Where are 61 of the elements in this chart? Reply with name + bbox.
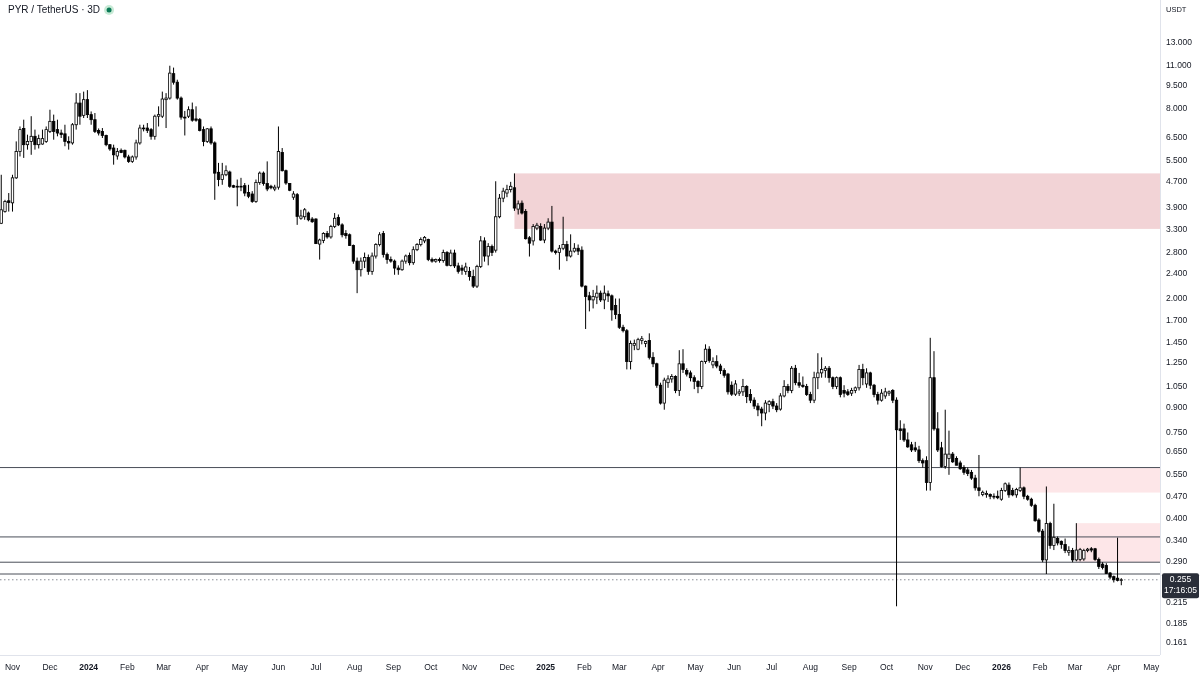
x-tick-label: Dec: [955, 662, 972, 673]
y-tick-label: 0.290: [1166, 556, 1188, 567]
x-tick-label: 2026: [991, 662, 1012, 673]
text: 17:16:05: [1163, 585, 1198, 596]
x-tick-label: 2025: [536, 662, 556, 673]
y-tick-label: 1.450: [1166, 336, 1188, 347]
y-tick-label: 9.500: [1166, 80, 1188, 90]
y-tick-label: 5.500: [1166, 154, 1188, 165]
y-tick-label: 1.700: [1166, 314, 1188, 325]
x-tick-label: Jun: [727, 662, 742, 673]
x-tick-label: Apr: [195, 662, 210, 673]
y-tick-label: 2.400: [1166, 267, 1188, 278]
y-tick-label: 0.750: [1166, 426, 1188, 437]
x-tick-label: 2024: [79, 662, 99, 673]
y-tick-label: 0.161: [1166, 636, 1188, 647]
x-tick-label: Apr: [651, 662, 665, 673]
x-tick-label: Nov: [461, 662, 478, 673]
y-tick-label: 8.000: [1166, 103, 1188, 114]
x-tick-label: Aug: [347, 662, 363, 673]
x-tick-label: Oct: [424, 662, 439, 673]
x-tick-label: Sep: [841, 662, 857, 673]
y-tick-label: 0.470: [1166, 490, 1188, 501]
y-tick-label: 3.900: [1166, 201, 1188, 212]
x-tick-label: May: [231, 662, 249, 673]
x-tick-label: Feb: [120, 662, 135, 673]
y-tick-label: 1.250: [1166, 356, 1188, 367]
y-tick-label: 0.185: [1166, 617, 1188, 628]
x-tick-label: Jun: [271, 662, 286, 673]
y-tick-label: 13.000: [1166, 37, 1193, 48]
x-tick-label: Nov: [4, 662, 21, 673]
x-tick-label: Mar: [1067, 662, 1083, 673]
x-tick-label: Aug: [802, 662, 819, 673]
x-tick-label: Dec: [499, 662, 516, 673]
y-tick-label: 6.500: [1166, 131, 1188, 142]
y-tick-label: 0.400: [1166, 512, 1188, 523]
y-tick-label: 0.340: [1166, 534, 1188, 545]
x-tick-label: Apr: [1107, 662, 1121, 673]
y-tick-label: 0.215: [1166, 597, 1188, 608]
ref-line-label: 0.255: [1169, 574, 1192, 585]
x-tick-label: Jul: [310, 662, 322, 673]
chart-title: PYR / TetherUS · 3D: [8, 3, 101, 15]
x-tick-label: Mar: [156, 662, 172, 673]
x-tick-label: Mar: [612, 662, 627, 673]
y-tick-label: 3.300: [1166, 224, 1188, 235]
y-tick-label: 0.650: [1166, 446, 1188, 457]
y-tick-label: 2.000: [1166, 292, 1188, 303]
x-tick-label: Dec: [42, 662, 59, 673]
y-tick-label: 0.550: [1166, 469, 1188, 480]
y-tick-label: 0.900: [1166, 401, 1188, 412]
x-tick-label: Feb: [1032, 662, 1048, 673]
y-tick-label: 2.800: [1166, 246, 1188, 257]
x-tick-label: May: [687, 662, 705, 673]
x-tick-label: May: [1143, 662, 1161, 673]
x-tick-label: Sep: [385, 662, 402, 673]
y-tick-label: 4.700: [1166, 176, 1188, 187]
x-tick-label: Nov: [917, 662, 934, 673]
y-tick-label: 1.050: [1166, 380, 1188, 391]
y-tick-label: 11.000: [1166, 59, 1192, 70]
x-tick-label: Jul: [766, 662, 778, 673]
x-tick-label: Oct: [879, 662, 894, 673]
x-tick-label: Feb: [577, 662, 592, 673]
